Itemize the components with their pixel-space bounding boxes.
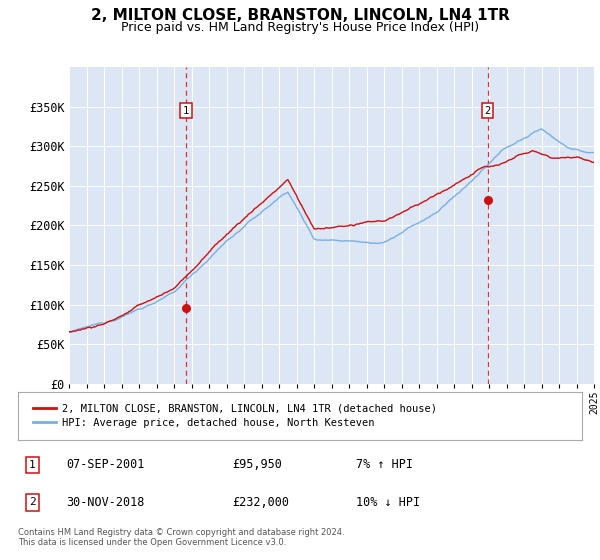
Text: £232,000: £232,000 (232, 496, 289, 509)
Text: 1: 1 (183, 106, 189, 116)
Text: Price paid vs. HM Land Registry's House Price Index (HPI): Price paid vs. HM Land Registry's House … (121, 21, 479, 34)
Text: 1: 1 (29, 460, 35, 470)
Text: 30-NOV-2018: 30-NOV-2018 (66, 496, 145, 509)
Text: 07-SEP-2001: 07-SEP-2001 (66, 458, 145, 471)
Text: 2: 2 (29, 497, 35, 507)
Text: £95,950: £95,950 (232, 458, 282, 471)
Text: 2, MILTON CLOSE, BRANSTON, LINCOLN, LN4 1TR: 2, MILTON CLOSE, BRANSTON, LINCOLN, LN4 … (91, 8, 509, 24)
Text: 2: 2 (484, 106, 491, 116)
Text: 7% ↑ HPI: 7% ↑ HPI (356, 458, 413, 471)
Text: Contains HM Land Registry data © Crown copyright and database right 2024.
This d: Contains HM Land Registry data © Crown c… (18, 528, 344, 547)
Text: 10% ↓ HPI: 10% ↓ HPI (356, 496, 421, 509)
Legend: 2, MILTON CLOSE, BRANSTON, LINCOLN, LN4 1TR (detached house), HPI: Average price: 2, MILTON CLOSE, BRANSTON, LINCOLN, LN4 … (29, 400, 442, 432)
